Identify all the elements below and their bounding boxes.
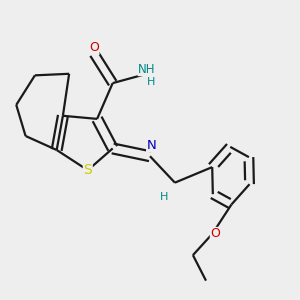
Text: NH: NH <box>138 63 156 76</box>
Text: O: O <box>210 227 220 241</box>
Text: N: N <box>147 139 156 152</box>
Text: S: S <box>83 163 92 177</box>
Text: H: H <box>146 76 155 87</box>
Text: O: O <box>89 41 99 55</box>
Text: H: H <box>160 192 168 202</box>
